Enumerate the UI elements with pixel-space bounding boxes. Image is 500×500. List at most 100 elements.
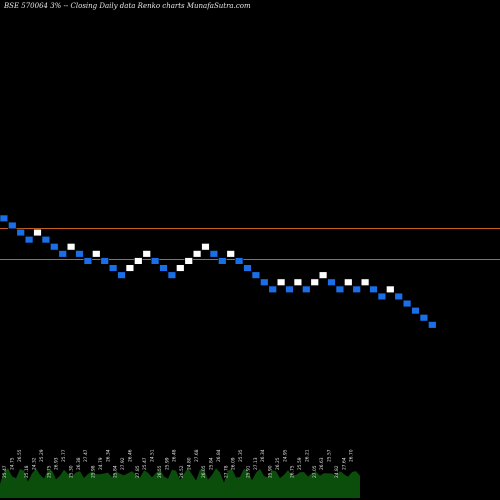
volume-label: 24.51 [150, 449, 156, 462]
volume-label: 25.84 [113, 465, 119, 478]
renko-brick-down [419, 314, 429, 322]
renko-brick-down [75, 250, 84, 258]
renko-brick-up [201, 243, 210, 251]
renko-brick-down [428, 321, 437, 329]
renko-brick-down [218, 257, 227, 265]
volume-label: 25.57 [327, 449, 333, 462]
volume-label: 27.92 [120, 457, 126, 470]
renko-bricks [0, 214, 437, 329]
renko-brick-down [117, 271, 126, 279]
renko-brick-down [327, 278, 336, 286]
renko-brick-up [192, 250, 202, 258]
volume-label: 25.77 [61, 449, 67, 462]
volume-label: 24.80 [186, 457, 192, 470]
renko-brick-up [386, 285, 395, 293]
volume-label: 27.05 [312, 465, 318, 478]
volume-label: 27.85 [135, 465, 141, 478]
renko-brick-up [318, 271, 328, 279]
volume-label: 26.34 [105, 449, 111, 462]
renko-brick-down [268, 285, 277, 293]
volume-area [0, 468, 360, 498]
renko-brick-down [24, 236, 34, 244]
renko-brick-down [260, 278, 269, 286]
volume-label: 24.75 [9, 457, 15, 470]
volume-label: 24.32 [32, 457, 38, 470]
renko-brick-down [285, 285, 294, 293]
renko-brick-up [33, 228, 42, 237]
renko-brick-down [402, 299, 412, 308]
renko-brick-up [66, 243, 76, 251]
volume-label: 26.93 [54, 457, 60, 470]
volume-label: 27.78 [223, 465, 229, 478]
renko-brick-up [134, 257, 143, 265]
volume-label: 26.52 [179, 465, 185, 478]
volume-fill [0, 468, 360, 498]
renko-brick-down [100, 257, 109, 265]
volume-label: 25.29 [39, 449, 45, 462]
volume-label: 27.64 [341, 457, 347, 470]
volume-label: 25.98 [91, 465, 97, 478]
volume-label: 25.30 [68, 465, 74, 478]
renko-brick-down [243, 264, 252, 272]
volume-label: 26.21 [304, 449, 310, 462]
volume-label: 26.25 [275, 457, 281, 470]
renko-brick-down [159, 264, 168, 272]
renko-brick-down [234, 257, 244, 265]
renko-brick-up [360, 278, 370, 286]
volume-label: 25.99 [164, 457, 170, 470]
renko-brick-up [344, 278, 353, 286]
renko-brick-down [411, 306, 420, 315]
renko-brick-down [41, 236, 51, 244]
volume-label: 26.05 [201, 465, 207, 478]
volume-labels: 25.4724.7526.5525.1824.3225.2925.7526.93… [2, 449, 355, 478]
renko-brick-down [58, 250, 67, 258]
volume-label: 26.55 [157, 465, 163, 478]
renko-brick-down [394, 292, 403, 301]
volume-label: 25.47 [142, 457, 148, 470]
volume-label: 25.90 [268, 465, 274, 478]
renko-brick-down [209, 250, 219, 258]
volume-label: 26.84 [216, 449, 222, 462]
reference-lines [0, 228, 500, 260]
volume-label: 24.82 [334, 465, 340, 478]
chart-title: BSE 570064 3% -- Closing Daily data Renk… [4, 2, 251, 10]
renko-brick-down [16, 228, 25, 237]
volume-label: 25.91 [245, 465, 251, 478]
renko-brick-up [92, 250, 101, 258]
renko-brick-up [293, 278, 303, 286]
volume-label: 26.75 [290, 465, 296, 478]
renko-brick-down [50, 243, 59, 251]
volume-label: 26.34 [260, 449, 266, 462]
renko-brick-up [125, 264, 135, 272]
volume-label: 24.95 [282, 449, 288, 462]
renko-brick-down [0, 214, 9, 222]
volume-label: 25.35 [238, 449, 244, 462]
volume-label: 26.63 [319, 457, 325, 470]
renko-brick-down [8, 221, 17, 230]
renko-brick-down [302, 285, 311, 293]
volume-label: 26.46 [127, 449, 133, 462]
renko-brick-up [226, 250, 235, 258]
volume-label: 25.47 [2, 465, 8, 478]
renko-brick-up [142, 250, 151, 258]
volume-label: 26.55 [17, 449, 23, 462]
volume-label: 27.13 [253, 457, 259, 470]
renko-brick-up [310, 278, 319, 286]
renko-brick-down [251, 271, 261, 279]
renko-brick-down [369, 285, 378, 293]
volume-label: 27.68 [194, 449, 200, 462]
renko-brick-down [335, 285, 345, 293]
renko-brick-down [377, 292, 387, 301]
renko-brick-up [276, 278, 286, 286]
volume-label: 24.79 [98, 457, 104, 470]
renko-brick-down [108, 264, 118, 272]
volume-label: 26.09 [231, 457, 237, 470]
volume-label: 25.18 [24, 465, 30, 478]
renko-brick-down [150, 257, 160, 265]
volume-label: 26.70 [349, 449, 355, 462]
volume-label: 27.47 [83, 449, 89, 462]
volume-label: 25.75 [46, 465, 52, 478]
volume-label: 25.84 [209, 457, 215, 470]
renko-brick-down [167, 271, 177, 279]
volume-label: 25.59 [297, 457, 303, 470]
